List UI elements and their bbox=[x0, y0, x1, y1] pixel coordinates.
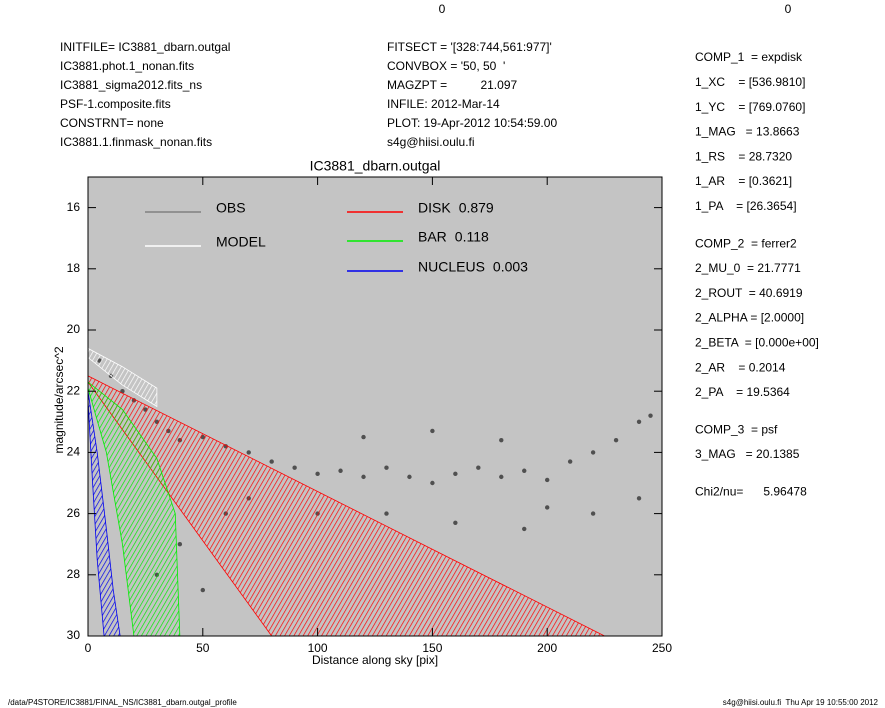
component-band bbox=[88, 381, 181, 636]
y-tick-label: 22 bbox=[67, 383, 81, 397]
legend-fraction: 0.003 bbox=[493, 259, 528, 275]
x-tick-label: 150 bbox=[422, 641, 442, 655]
fit-parameter: 2_AR = 0.2014 bbox=[695, 360, 786, 374]
fit-parameter: 1_RS = 28.7320 bbox=[695, 149, 792, 163]
header-line: PLOT: 19-Apr-2012 10:54:59.00 bbox=[387, 116, 557, 130]
obs-point bbox=[361, 434, 366, 440]
legend-label: NUCLEUS bbox=[418, 259, 485, 275]
obs-point bbox=[200, 587, 205, 593]
header-line: IC3881.1.finmask_nonan.fits bbox=[60, 135, 212, 149]
x-tick-label: 250 bbox=[652, 641, 672, 655]
obs-point bbox=[567, 459, 573, 464]
obs-point bbox=[476, 465, 481, 470]
y-tick-label: 18 bbox=[67, 261, 81, 275]
obs-point bbox=[522, 468, 527, 473]
x-tick-label: 100 bbox=[308, 641, 328, 655]
obs-point bbox=[292, 465, 297, 470]
legend-label: BAR bbox=[418, 229, 447, 245]
component-band bbox=[88, 375, 605, 636]
header-line: PSF-1.composite.fits bbox=[60, 97, 171, 111]
fit-parameter: 2_PA = 19.5364 bbox=[695, 385, 790, 399]
fit-parameter: 1_YC = [769.0760] bbox=[695, 100, 805, 114]
x-axis-label: Distance along sky [pix] bbox=[312, 653, 438, 667]
legend-fraction: 0.118 bbox=[455, 229, 489, 245]
fit-parameter: 2_ALPHA = [2.0000] bbox=[695, 311, 804, 325]
plot-frame bbox=[87, 176, 663, 637]
y-tick-label: 28 bbox=[67, 567, 81, 581]
header-line: IC3881.phot.1_nonan.fits bbox=[60, 59, 194, 73]
fit-parameter: 2_BETA = [0.000e+00] bbox=[695, 335, 819, 349]
fit-parameter: 1_PA = [26.3654] bbox=[695, 199, 797, 213]
obs-point bbox=[590, 511, 596, 516]
obs-point bbox=[545, 477, 550, 483]
fit-parameter: COMP_2 = ferrer2 bbox=[695, 236, 797, 250]
header-line: INFILE: 2012-Mar-14 bbox=[387, 97, 500, 111]
x-tick-label: 0 bbox=[85, 641, 92, 655]
fit-parameter: 3_MAG = 20.1385 bbox=[695, 447, 800, 461]
fit-parameter: COMP_3 = psf bbox=[695, 422, 778, 436]
obs-point bbox=[636, 496, 642, 501]
obs-point bbox=[545, 505, 550, 510]
obs-point bbox=[246, 450, 251, 455]
obs-point bbox=[522, 526, 527, 532]
fit-parameter: COMP_1 = expdisk bbox=[695, 50, 803, 64]
obs-point bbox=[499, 474, 504, 480]
obs-point bbox=[453, 520, 458, 525]
obs-point bbox=[590, 450, 596, 455]
y-tick-label: 26 bbox=[67, 506, 81, 520]
header-line: CONSTRNT= none bbox=[60, 116, 164, 130]
y-axis-label: magnitude/arcsec^2 bbox=[52, 346, 66, 453]
obs-point bbox=[430, 428, 435, 434]
obs-point bbox=[648, 413, 653, 418]
obs-point bbox=[499, 437, 504, 443]
fit-parameter: 1_XC = [536.9810] bbox=[695, 75, 805, 89]
y-tick-label: 16 bbox=[67, 200, 81, 214]
y-tick-label: 24 bbox=[67, 445, 81, 459]
component-band bbox=[88, 347, 158, 408]
y-tick-label: 20 bbox=[67, 322, 81, 336]
footer-stamp: s4g@hiisi.oulu.fi Thu Apr 19 10:55:00 20… bbox=[723, 698, 879, 707]
x-tick-label: 200 bbox=[537, 641, 557, 655]
fit-parameter: 2_ROUT = 40.6919 bbox=[695, 286, 803, 300]
header-line: MAGZPT = 21.097 bbox=[387, 78, 517, 92]
obs-point bbox=[269, 459, 274, 464]
top-number: 0 bbox=[785, 2, 792, 16]
fit-parameter: Chi2/nu= 5.96478 bbox=[695, 484, 807, 498]
obs-point bbox=[384, 511, 389, 516]
component-band bbox=[88, 391, 121, 636]
legend-label: OBS bbox=[216, 200, 246, 216]
legend-label: MODEL bbox=[216, 234, 266, 250]
header-line: INITFILE= IC3881_dbarn.outgal bbox=[60, 40, 230, 54]
x-tick-label: 50 bbox=[196, 641, 210, 655]
fit-parameter: 1_MAG = 13.8663 bbox=[695, 125, 800, 139]
obs-point bbox=[430, 480, 435, 486]
header-line: IC3881_sigma2012.fits_ns bbox=[60, 78, 202, 92]
header-line: CONVBOX = '50, 50 ' bbox=[387, 59, 505, 73]
y-tick-label: 30 bbox=[67, 628, 81, 642]
chart-title: IC3881_dbarn.outgal bbox=[310, 158, 441, 174]
legend-fraction: 0.879 bbox=[459, 200, 494, 216]
obs-point bbox=[407, 474, 412, 480]
footer-path: /data/P4STORE/IC3881/FINAL_NS/IC3881_dba… bbox=[8, 698, 237, 707]
header-line: FITSECT = '[328:744,561:977]' bbox=[387, 40, 552, 54]
obs-point bbox=[338, 468, 343, 473]
obs-point bbox=[636, 419, 642, 424]
header-line: s4g@hiisi.oulu.fi bbox=[387, 135, 475, 149]
legend-label: DISK bbox=[418, 200, 451, 216]
obs-point bbox=[453, 471, 458, 477]
obs-point bbox=[361, 474, 366, 480]
obs-point bbox=[315, 471, 320, 477]
top-number: 0 bbox=[439, 2, 446, 16]
obs-point bbox=[613, 437, 619, 443]
fit-parameter: 1_AR = [0.3621] bbox=[695, 174, 792, 188]
obs-point bbox=[384, 465, 389, 470]
fit-parameter: 2_MU_0 = 21.7771 bbox=[695, 261, 801, 275]
obs-point bbox=[177, 542, 183, 547]
